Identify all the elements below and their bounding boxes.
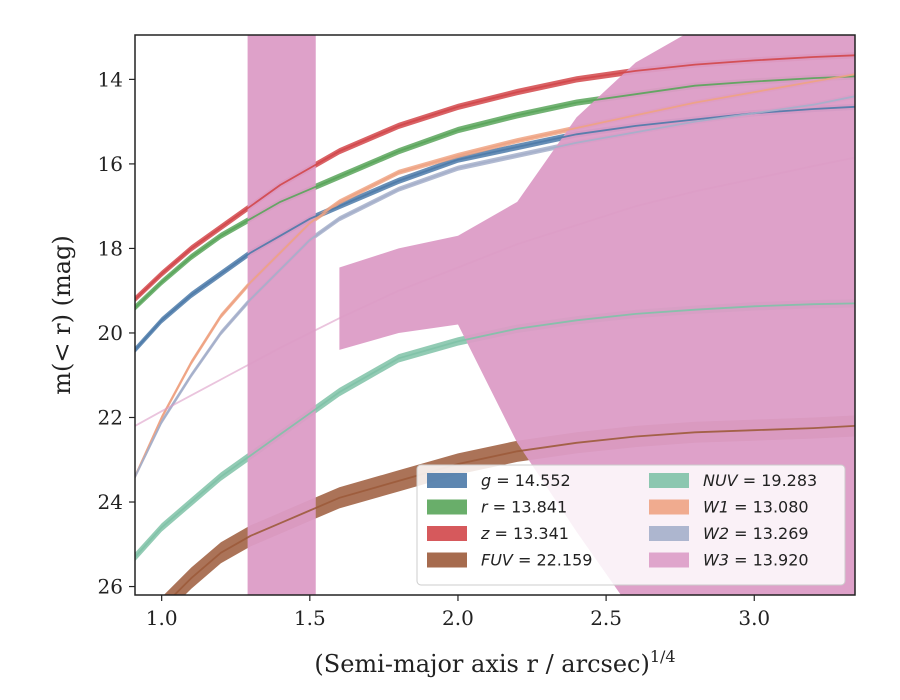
y-axis-label: m(< r) (mag) (48, 235, 76, 394)
legend-swatch-r (427, 499, 467, 515)
legend-label-w3: W3 = 13.920 (703, 551, 809, 570)
y-tick-label-3: 20 (98, 321, 123, 345)
legend-label-z: z = 13.341 (480, 524, 569, 543)
x-axis-label-superscript: 1/4 (650, 647, 676, 666)
legend-swatch-nuv (649, 473, 689, 488)
legend-swatch-fuv (427, 552, 467, 568)
line-r (135, 75, 855, 309)
x-tick-label-1: 1.5 (294, 606, 326, 630)
line-g (135, 105, 855, 351)
band-g (135, 103, 855, 353)
legend-box (416, 464, 846, 586)
legend: g = 14.552 r = 13.841 z = 13.341 FUV = 22.1… (416, 464, 846, 586)
plot-frame (134, 34, 856, 596)
legend-label-r: r = 13.841 (481, 498, 567, 517)
y-tick-label-1: 16 (98, 152, 123, 176)
line-w2 (135, 95, 855, 478)
legend-label-nuv: NUV = 19.283 (703, 471, 817, 490)
band-w3-spike (247, 35, 316, 595)
y-tick-label-2: 18 (98, 236, 123, 260)
line-w1 (135, 73, 855, 478)
x-axis-label: (Semi-major axis r / arcsec)1/4 (314, 647, 675, 678)
y-tick-label-4: 22 (98, 405, 123, 429)
y-tick-label-5: 24 (98, 490, 123, 514)
line-nuv (135, 302, 855, 558)
y-tick-label-6: 26 (98, 575, 123, 599)
legend-label-w2: W2 = 13.269 (703, 524, 809, 543)
line-fuv (173, 425, 855, 595)
line-w3 (135, 156, 855, 427)
line-z (135, 54, 855, 300)
legend-swatch-z (427, 526, 467, 541)
legend-swatch-w3 (649, 552, 689, 568)
legend-swatch-w1 (649, 499, 689, 515)
x-tick-label-4: 3.0 (738, 606, 770, 630)
series-bands (135, 35, 855, 595)
y-axis: 14 16 18 20 22 24 26 (98, 67, 135, 599)
legend-swatch-w2 (649, 526, 689, 541)
x-tick-label-3: 2.5 (590, 606, 622, 630)
legend-label-w1: W1 = 13.080 (703, 498, 809, 517)
y-tick-label-0: 14 (98, 67, 123, 91)
x-tick-label-2: 2.0 (442, 606, 474, 630)
band-w3 (339, 35, 855, 595)
legend-swatch-g (427, 473, 467, 488)
legend-label-g: g = 14.552 (481, 471, 571, 490)
legend-label-fuv: FUV = 22.159 (481, 551, 592, 570)
x-tick-label-0: 1.0 (146, 606, 178, 630)
series-lines (135, 54, 855, 595)
x-axis: 1.0 1.5 2.0 2.5 3.0 (146, 595, 770, 630)
